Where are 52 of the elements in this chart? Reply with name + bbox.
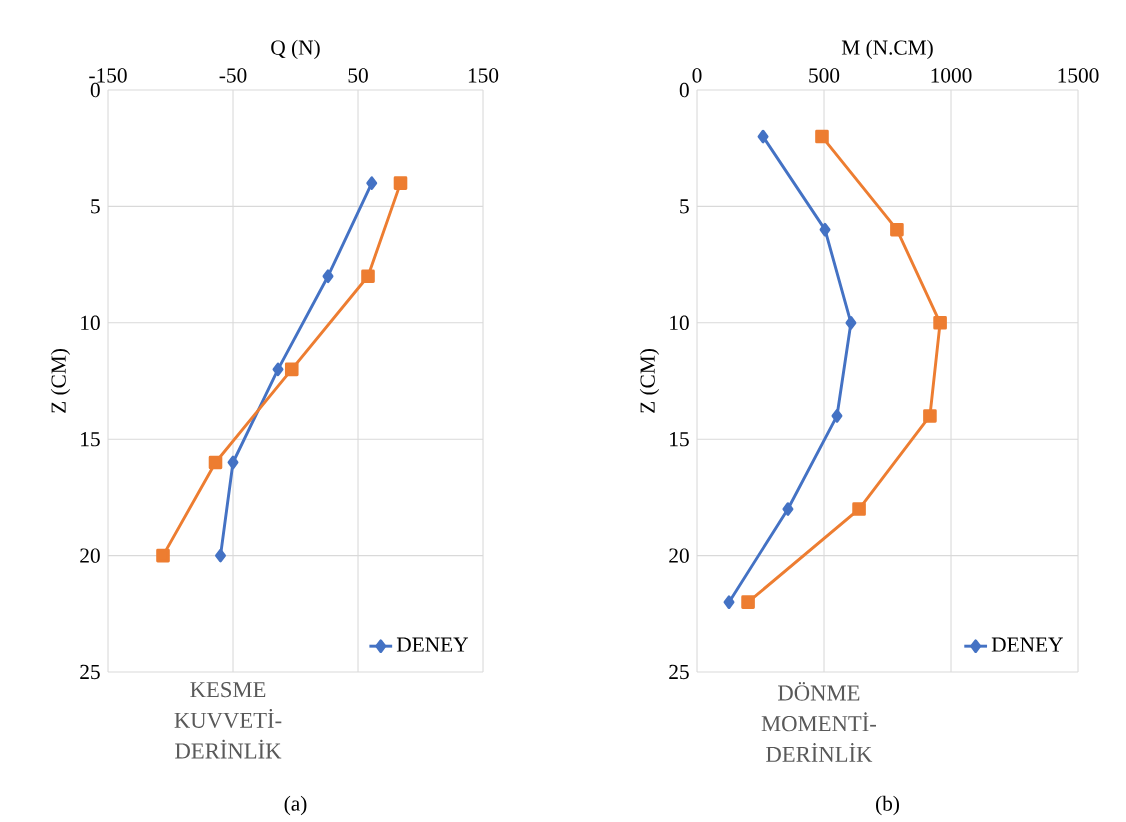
y-tick-label: 5 bbox=[91, 199, 100, 214]
text: (a) bbox=[284, 795, 307, 816]
x-tick-label: 500 bbox=[809, 68, 840, 83]
text: KESME KUVVETİ-DERİNLİK bbox=[174, 681, 282, 759]
point bbox=[322, 269, 334, 283]
y-tick-label: 0 bbox=[90, 82, 100, 98]
y-tick-label: 15 bbox=[670, 431, 689, 447]
y-tick-label: 10 bbox=[670, 315, 689, 330]
point bbox=[361, 269, 375, 283]
point bbox=[393, 176, 408, 190]
point bbox=[831, 409, 843, 423]
x-axis-title: M (N.CM) bbox=[841, 39, 933, 59]
point bbox=[215, 548, 226, 563]
point bbox=[272, 362, 284, 377]
text: (b) bbox=[876, 795, 900, 816]
point bbox=[227, 455, 239, 470]
point bbox=[782, 502, 794, 516]
point bbox=[890, 222, 904, 237]
point bbox=[819, 222, 831, 237]
y-tick-label: 15 bbox=[81, 431, 100, 447]
point bbox=[366, 176, 378, 190]
x-tick-label: 0 bbox=[692, 68, 702, 83]
y-tick-label: 5 bbox=[680, 199, 689, 214]
x-tick-label: 50 bbox=[348, 68, 368, 83]
legend-label: DENEY bbox=[396, 637, 469, 652]
point bbox=[723, 595, 735, 609]
x-tick-label: 150 bbox=[468, 68, 499, 83]
point bbox=[757, 129, 769, 144]
y-tick-label: 25 bbox=[669, 664, 689, 680]
y-axis-title: Z (CM) bbox=[50, 348, 71, 413]
point bbox=[208, 455, 223, 470]
text: DÖNME MOMENTİ-DERİNLİK bbox=[761, 681, 877, 762]
y-tick-label: 10 bbox=[81, 315, 100, 330]
y-tick-label: 25 bbox=[80, 664, 100, 680]
y-tick-label: 20 bbox=[669, 548, 689, 563]
x-tick-label: 1000 bbox=[931, 68, 972, 83]
y-tick-label: 20 bbox=[80, 548, 100, 563]
point bbox=[933, 315, 947, 330]
point bbox=[852, 502, 866, 516]
y-tick-label: 0 bbox=[679, 82, 689, 98]
point bbox=[741, 595, 755, 609]
x-tick-label: 1500 bbox=[1058, 68, 1099, 83]
point bbox=[845, 315, 857, 330]
legend-label: DENEY bbox=[991, 637, 1063, 652]
point bbox=[815, 129, 829, 144]
x-tick-label: -150 bbox=[89, 68, 127, 83]
point bbox=[156, 548, 170, 563]
y-axis-title: Z (CM) bbox=[639, 348, 660, 413]
point bbox=[923, 409, 937, 423]
x-axis-title: Q (N) bbox=[271, 39, 320, 59]
point bbox=[284, 362, 299, 377]
x-tick-label: -50 bbox=[219, 68, 247, 83]
